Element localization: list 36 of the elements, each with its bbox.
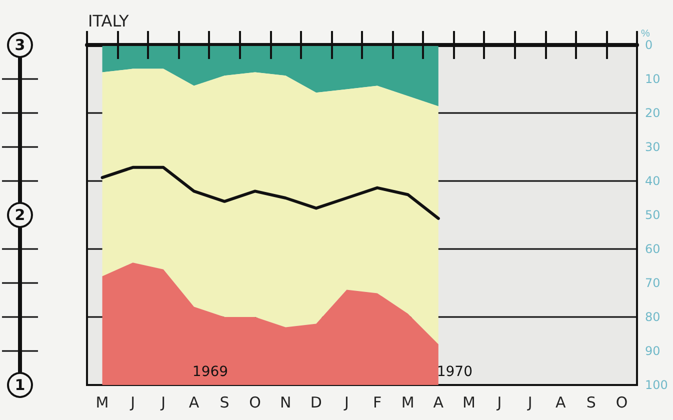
- x-tick-label: O: [616, 394, 628, 412]
- y-tick-label: 0: [645, 38, 653, 52]
- x-tick-label: N: [280, 394, 292, 412]
- x-tick-label: J: [496, 394, 502, 412]
- annotation: 1970: [436, 364, 472, 380]
- y-tick-label: 10: [645, 72, 660, 86]
- text: 3: [14, 36, 26, 54]
- x-tick-label: J: [130, 394, 136, 412]
- y-axis-title: %: [641, 28, 650, 40]
- y-tick-label: 20: [645, 106, 660, 120]
- x-tick-label: M: [96, 394, 109, 412]
- x-tick-label: M: [401, 394, 414, 412]
- y-tick-label: 50: [645, 208, 660, 222]
- x-tick-label: D: [310, 394, 322, 412]
- x-tick-label: S: [220, 394, 230, 412]
- x-tick-label: A: [555, 394, 566, 412]
- y-tick-label: 30: [645, 140, 660, 154]
- x-tick-label: J: [344, 394, 349, 412]
- y-tick-label: 90: [645, 344, 660, 358]
- y-tick-label: 80: [645, 310, 660, 324]
- chart-title: ITALY: [88, 12, 129, 30]
- x-tick-label: M: [462, 394, 476, 412]
- text: 1: [14, 376, 26, 394]
- x-tick-label: S: [586, 394, 596, 412]
- y-tick-label: 40: [645, 174, 660, 188]
- text: 2: [14, 206, 26, 224]
- x-tick-label: F: [372, 394, 382, 412]
- x-tick-label: A: [188, 394, 200, 412]
- y-tick-label: 100: [645, 378, 668, 392]
- x-tick-label: J: [160, 394, 166, 412]
- x-tick-label: O: [249, 394, 261, 412]
- x-tick-label: J: [526, 394, 532, 412]
- annotation: 1969: [192, 364, 228, 380]
- y-tick-label: 60: [645, 242, 660, 256]
- y-tick-label: 70: [645, 276, 660, 290]
- x-tick-label: A: [433, 394, 444, 412]
